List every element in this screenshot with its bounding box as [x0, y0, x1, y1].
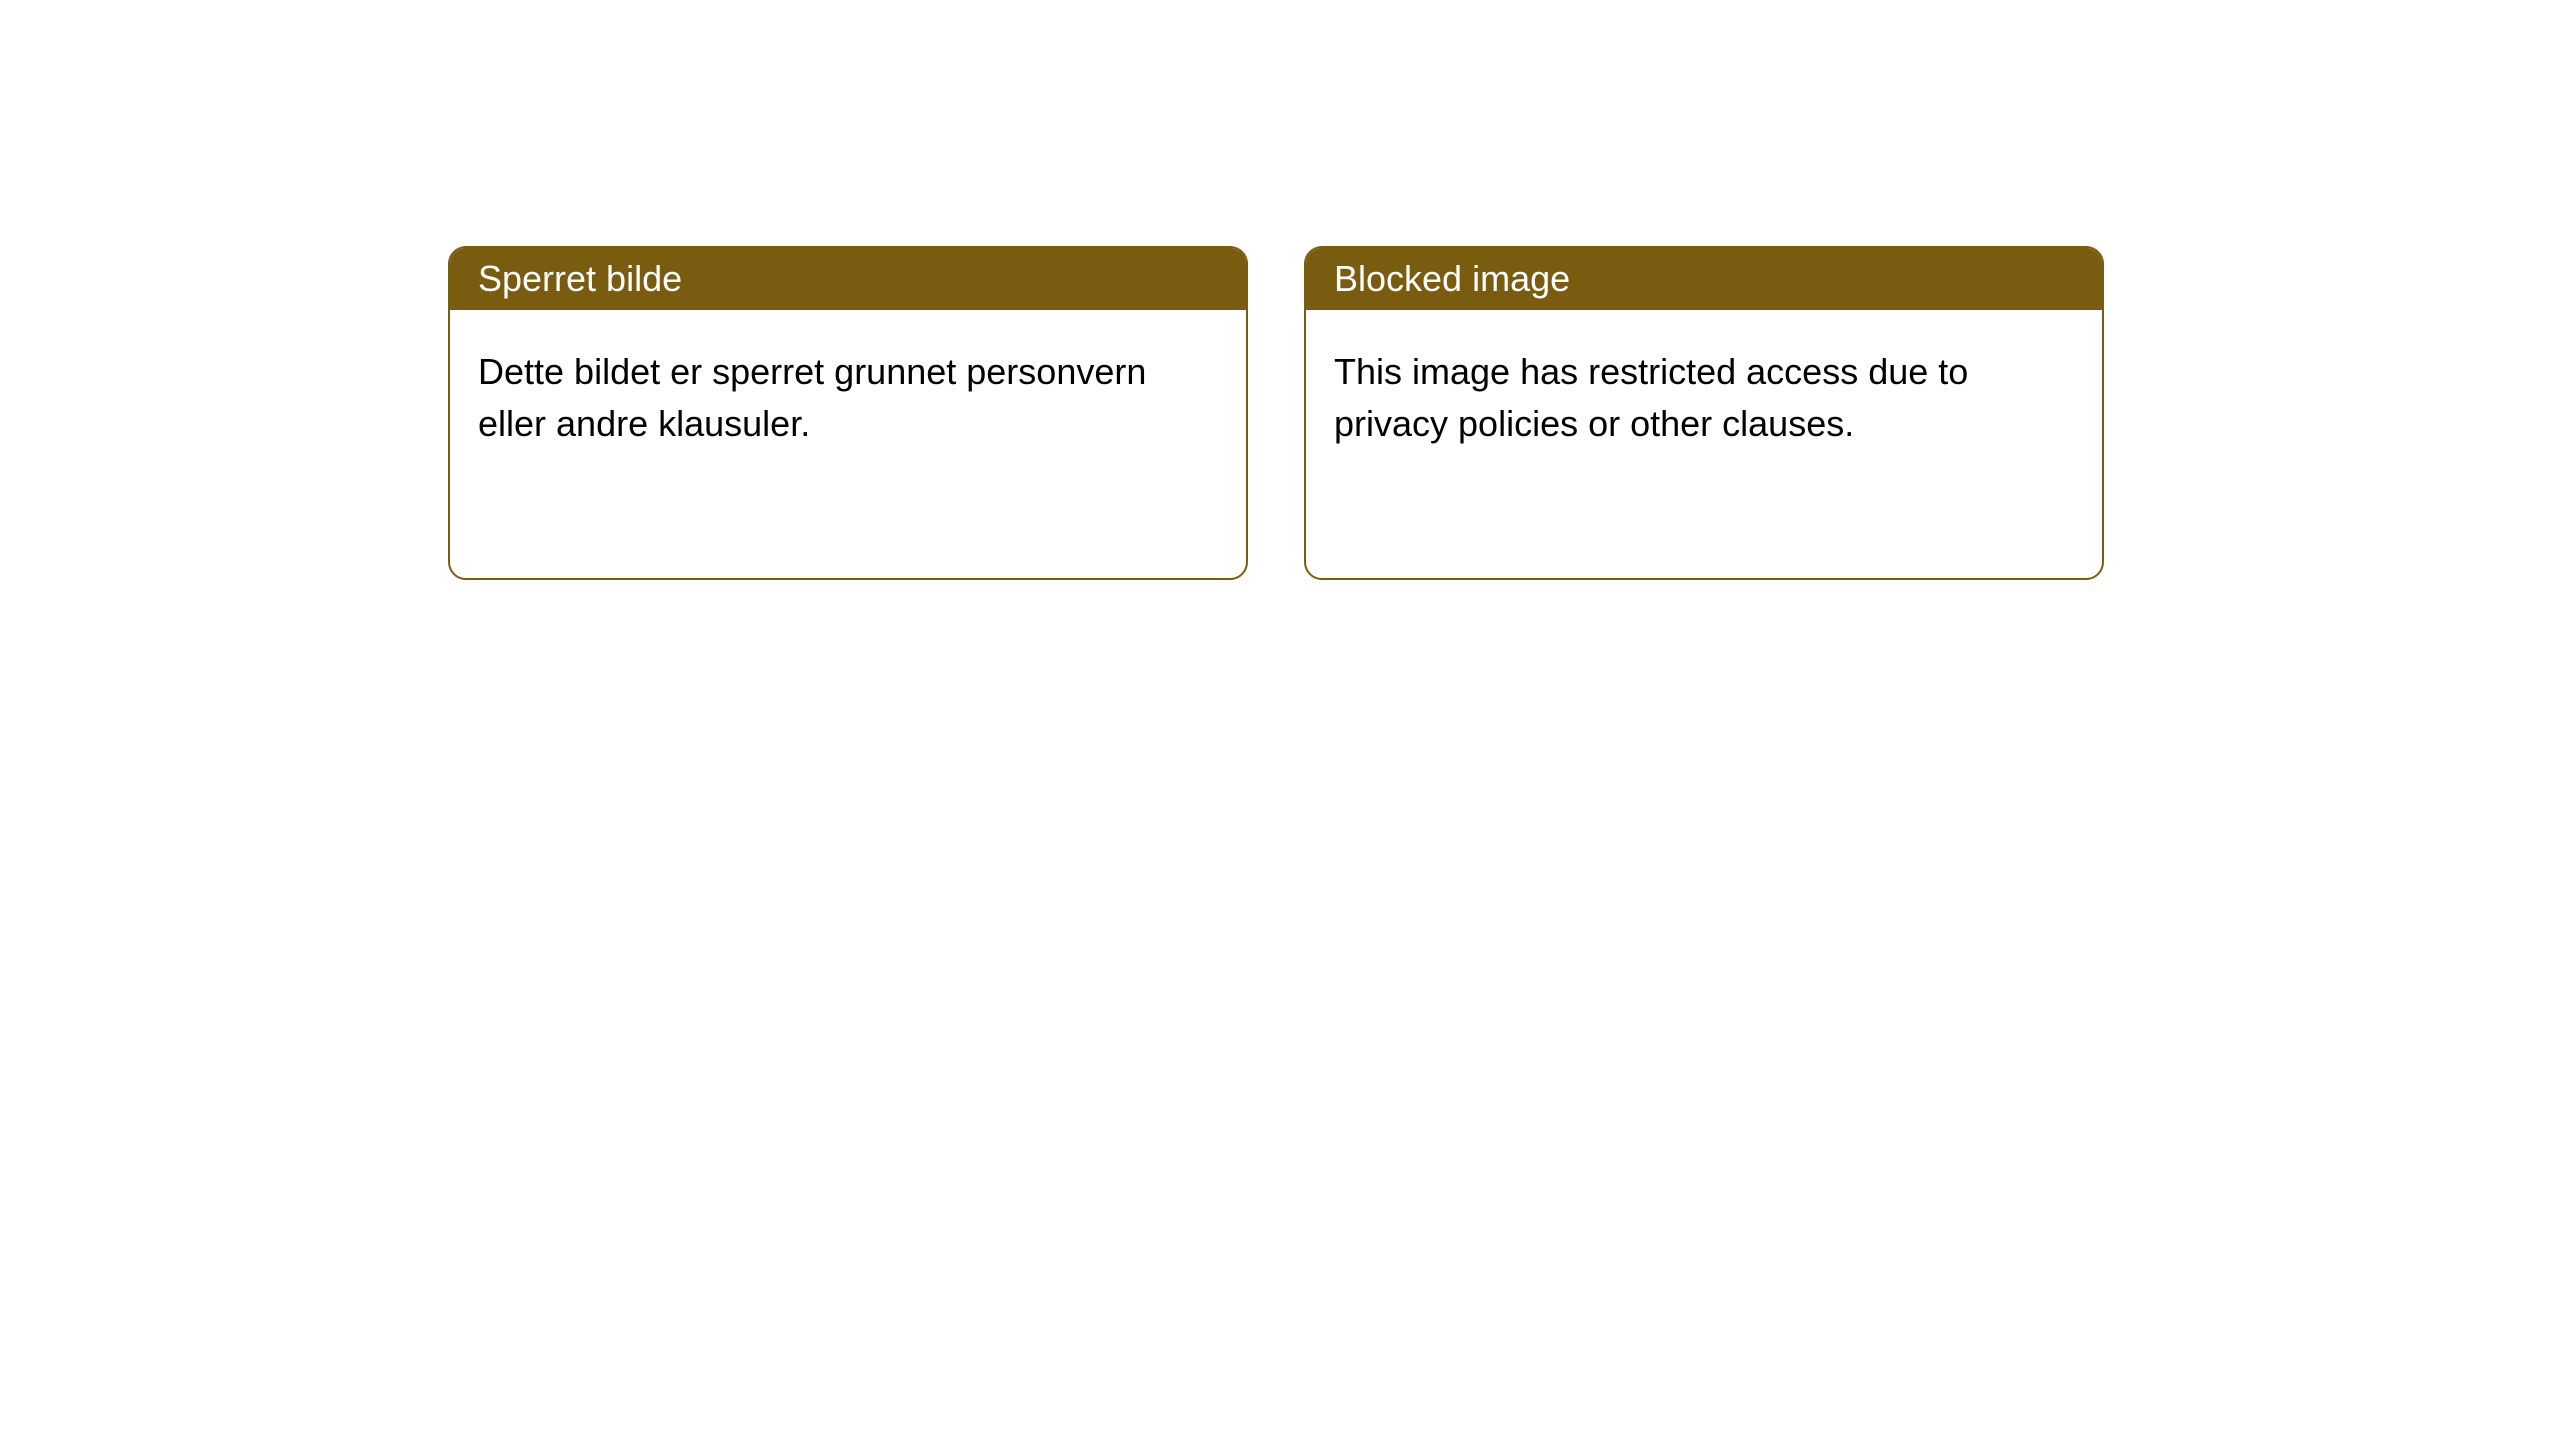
card-message: This image has restricted access due to …: [1334, 351, 1968, 444]
card-body: Dette bildet er sperret grunnet personve…: [450, 310, 1246, 486]
card-body: This image has restricted access due to …: [1306, 310, 2102, 486]
card-header: Sperret bilde: [450, 248, 1246, 310]
card-message: Dette bildet er sperret grunnet personve…: [478, 351, 1146, 444]
card-title: Blocked image: [1334, 258, 1570, 299]
blocked-image-card-norwegian: Sperret bilde Dette bildet er sperret gr…: [448, 246, 1248, 580]
notice-container: Sperret bilde Dette bildet er sperret gr…: [0, 0, 2560, 580]
blocked-image-card-english: Blocked image This image has restricted …: [1304, 246, 2104, 580]
card-title: Sperret bilde: [478, 258, 682, 299]
card-header: Blocked image: [1306, 248, 2102, 310]
